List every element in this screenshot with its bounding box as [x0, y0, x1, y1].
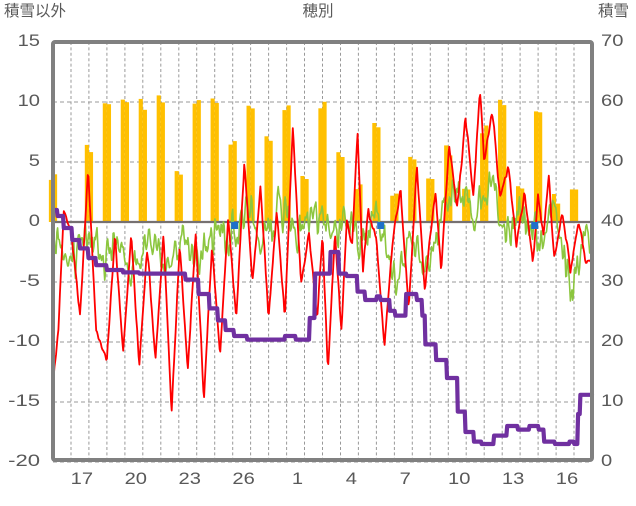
svg-text:-15: -15: [8, 391, 40, 410]
svg-text:10: 10: [601, 391, 623, 410]
svg-text:26: 26: [232, 470, 254, 488]
svg-text:70: 70: [601, 31, 623, 50]
svg-text:穂別: 穂別: [302, 2, 333, 20]
svg-text:30: 30: [601, 271, 623, 290]
svg-text:0: 0: [601, 451, 612, 470]
svg-text:4: 4: [346, 470, 357, 488]
svg-text:5: 5: [29, 151, 40, 170]
svg-text:20: 20: [601, 331, 623, 350]
svg-text:10: 10: [18, 91, 40, 110]
svg-text:1: 1: [292, 470, 303, 488]
svg-text:16: 16: [556, 470, 578, 488]
svg-text:60: 60: [601, 91, 623, 110]
svg-text:40: 40: [601, 211, 623, 230]
svg-text:積雪: 積雪: [598, 2, 629, 20]
svg-text:23: 23: [179, 470, 201, 488]
svg-text:-10: -10: [8, 331, 40, 350]
svg-text:-5: -5: [19, 271, 40, 290]
svg-text:7: 7: [400, 470, 411, 488]
svg-text:17: 17: [71, 470, 93, 488]
svg-text:15: 15: [18, 31, 40, 50]
svg-text:50: 50: [601, 151, 623, 170]
svg-text:積雪以外: 積雪以外: [4, 2, 66, 20]
svg-text:13: 13: [502, 470, 524, 488]
svg-text:10: 10: [448, 470, 470, 488]
svg-text:0: 0: [29, 211, 40, 230]
svg-text:20: 20: [125, 470, 147, 488]
svg-text:-20: -20: [8, 451, 40, 470]
